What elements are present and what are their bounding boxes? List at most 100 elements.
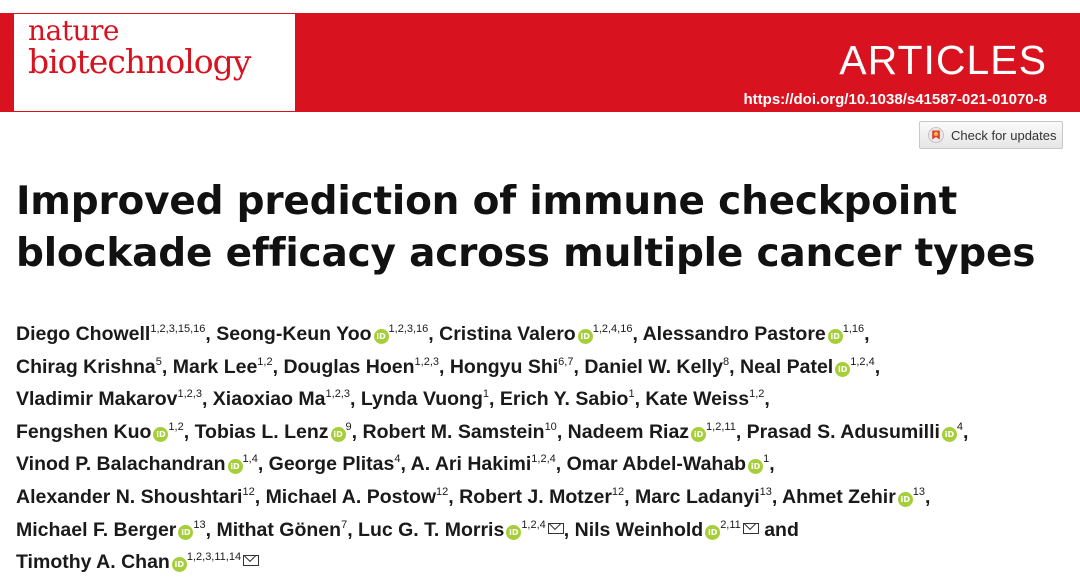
orcid-icon[interactable]: iD bbox=[227, 459, 243, 475]
author-name[interactable]: Ahmet Zehir bbox=[782, 485, 896, 508]
orcid-icon[interactable]: iD bbox=[506, 524, 522, 540]
author-affiliation: 13 bbox=[193, 518, 206, 531]
journal-logo[interactable] bbox=[14, 14, 295, 111]
author-name[interactable]: Chirag Krishna bbox=[16, 355, 156, 378]
author-line: Michael F. Berger iD13, Mithat Gönen7, Lu… bbox=[16, 514, 1076, 547]
author-name[interactable]: Omar Abdel-Wahab bbox=[566, 453, 747, 476]
author-name[interactable]: Mithat Gönen bbox=[216, 518, 342, 541]
orcid-icon[interactable]: iD bbox=[748, 459, 764, 475]
orcid-icon[interactable]: iD bbox=[178, 524, 194, 540]
author-name[interactable]: Kate Weiss bbox=[645, 388, 750, 411]
author-separator: , bbox=[729, 355, 740, 378]
orcid-icon[interactable]: iD bbox=[330, 426, 346, 442]
author-affiliation: 1,2,4 bbox=[521, 518, 546, 531]
author-name[interactable]: Robert J. Motzer bbox=[459, 485, 612, 508]
author-affiliation: 1,2,3,11,14 bbox=[186, 551, 242, 564]
author-name[interactable]: Vladimir Makarov bbox=[16, 388, 178, 411]
orcid-icon[interactable]: iD bbox=[827, 329, 843, 344]
orcid-icon[interactable]: iD bbox=[691, 426, 707, 442]
author-name[interactable]: Douglas Hoen bbox=[283, 355, 415, 378]
orcid-icon[interactable]: iD bbox=[705, 524, 721, 540]
author-separator: , bbox=[489, 388, 500, 411]
author-name[interactable]: Hongyu Shi bbox=[449, 355, 559, 378]
author-separator: , bbox=[347, 518, 359, 541]
author-affiliation: 7 bbox=[341, 518, 348, 531]
author-line: Diego Chowell1,2,3,15,16, Seong-Keun Yoo… bbox=[16, 318, 1076, 351]
author-name[interactable]: Diego Chowell bbox=[16, 323, 151, 345]
author-name[interactable]: Cristina Valero bbox=[439, 323, 576, 345]
check-for-updates-button[interactable]: Check for updates bbox=[919, 121, 1063, 149]
author-name[interactable]: Vinod P. Balachandran bbox=[16, 453, 226, 476]
author-name[interactable]: Timothy A. Chan bbox=[16, 551, 170, 574]
author-affiliation: 12 bbox=[611, 485, 625, 498]
author-separator: , bbox=[769, 453, 775, 476]
author-name[interactable]: Daniel W. Kelly bbox=[584, 355, 724, 378]
author-affiliation: 1,2 bbox=[749, 388, 765, 401]
author-name[interactable]: Xiaoxiao Ma bbox=[212, 388, 326, 411]
author-separator: , bbox=[205, 518, 217, 541]
author-separator: , bbox=[201, 388, 213, 411]
author-separator: , bbox=[556, 420, 568, 443]
author-name[interactable]: Marc Ladanyi bbox=[635, 485, 760, 508]
author-affiliation: 8 bbox=[723, 355, 730, 368]
author-name[interactable]: Lynda Vuong bbox=[360, 388, 483, 411]
author-separator: , bbox=[349, 388, 361, 411]
author-name[interactable]: Erich Y. Sabio bbox=[499, 388, 629, 411]
doi-link[interactable]: https://doi.org/10.1038/s41587-021-01070… bbox=[743, 91, 1048, 108]
author-name[interactable]: Robert M. Samstein bbox=[362, 420, 545, 443]
journal-section-label: ARTICLES bbox=[839, 37, 1047, 83]
author-name[interactable]: Luc G. T. Morris bbox=[358, 518, 505, 541]
author-affiliation: 1 bbox=[628, 388, 635, 401]
author-separator: , bbox=[632, 323, 643, 345]
author-list: Diego Chowell1,2,3,15,16, Seong-Keun Yoo… bbox=[16, 318, 1076, 579]
orcid-icon[interactable]: iD bbox=[941, 426, 957, 442]
author-name[interactable]: Mark Lee bbox=[172, 355, 258, 378]
author-affiliation: 5 bbox=[155, 355, 162, 368]
author-affiliation: 1,2,3,15,16 bbox=[150, 323, 206, 335]
author-separator: , bbox=[925, 485, 931, 508]
author-name[interactable]: A. Ari Hakimi bbox=[410, 453, 532, 476]
author-affiliation: 1,2,3 bbox=[177, 388, 202, 401]
author-separator: , bbox=[874, 355, 881, 378]
email-icon[interactable] bbox=[742, 522, 759, 534]
journal-logo-line2: biotechnology bbox=[28, 42, 251, 81]
email-icon[interactable] bbox=[243, 555, 260, 567]
author-name[interactable]: Nadeem Riaz bbox=[567, 420, 690, 443]
author-separator: , bbox=[764, 388, 770, 411]
author-separator: , bbox=[624, 485, 635, 508]
author-name[interactable]: Seong-Keun Yoo bbox=[216, 323, 372, 345]
author-line: Vinod P. Balachandran iD1,4, George Plita… bbox=[16, 448, 1076, 481]
author-separator: , bbox=[735, 420, 747, 443]
author-name[interactable]: Nils Weinhold bbox=[574, 518, 704, 541]
author-affiliation: 1,2,11 bbox=[706, 420, 736, 433]
author-name[interactable]: Prasad S. Adusumilli bbox=[746, 420, 940, 443]
author-line: Timothy A. Chan iD1,2,3,11,14 bbox=[16, 546, 1076, 579]
author-name[interactable]: Tobias L. Lenz bbox=[194, 420, 329, 443]
orcid-icon[interactable]: iD bbox=[153, 426, 169, 442]
author-affiliation: 13 bbox=[759, 485, 772, 498]
author-name[interactable]: Michael F. Berger bbox=[16, 518, 177, 541]
author-line: Vladimir Makarov1,2,3, Xiaoxiao Ma1,2,3,… bbox=[16, 383, 1076, 416]
check-for-updates-label: Check for updates bbox=[951, 127, 1057, 143]
orcid-icon[interactable]: iD bbox=[897, 491, 913, 507]
author-affiliation: 9 bbox=[345, 420, 352, 433]
author-name[interactable]: Alessandro Pastore bbox=[642, 323, 826, 345]
orcid-icon[interactable]: iD bbox=[171, 557, 187, 573]
author-affiliation: 4 bbox=[394, 453, 401, 466]
orcid-icon[interactable]: iD bbox=[835, 361, 851, 377]
author-name[interactable]: Alexander N. Shoushtari bbox=[16, 485, 243, 508]
author-name[interactable]: Neal Patel bbox=[740, 355, 834, 378]
author-affiliation: 1,4 bbox=[242, 453, 258, 466]
email-icon[interactable] bbox=[547, 522, 564, 534]
author-separator: , bbox=[555, 453, 567, 476]
author-affiliation: 1,2,4 bbox=[850, 355, 875, 368]
author-name[interactable]: Fengshen Kuo bbox=[16, 420, 152, 443]
author-affiliation: 13 bbox=[912, 485, 926, 498]
orcid-icon[interactable]: iD bbox=[577, 329, 593, 344]
orcid-icon[interactable]: iD bbox=[373, 329, 389, 344]
author-name[interactable]: Michael A. Postow bbox=[265, 485, 437, 508]
author-separator: , bbox=[634, 388, 646, 411]
author-separator: , bbox=[183, 420, 195, 443]
author-affiliation: 1,2,3,16 bbox=[388, 323, 429, 335]
author-name[interactable]: George Plitas bbox=[268, 453, 395, 476]
